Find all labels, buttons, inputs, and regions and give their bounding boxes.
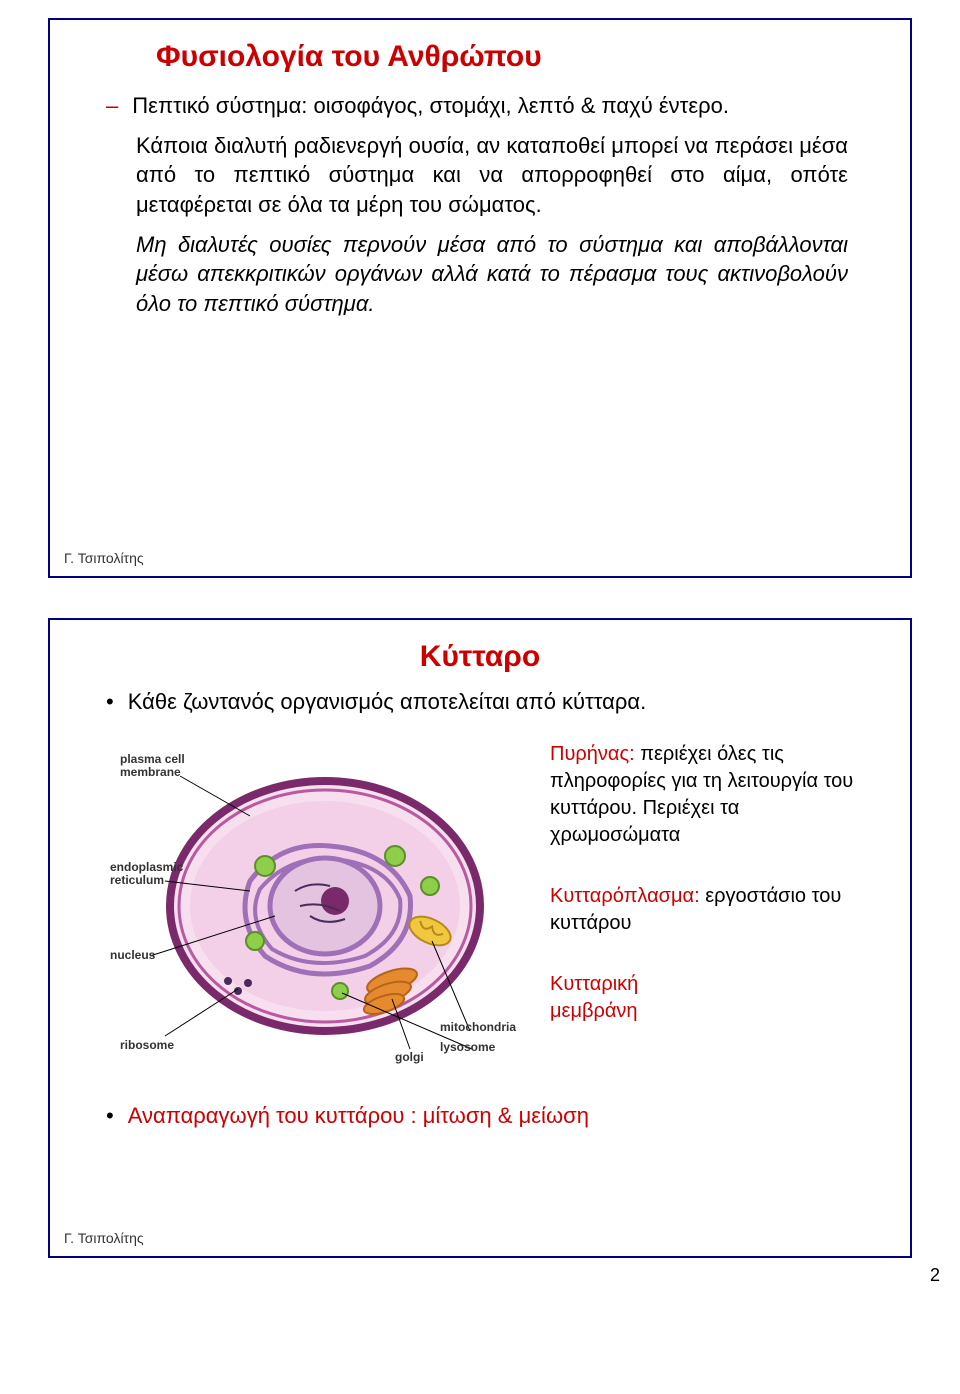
label-lyso: lysosome xyxy=(440,1040,496,1054)
slide2-bullet2: • Αναπαραγωγή του κυττάρου : μίτωση & με… xyxy=(106,1102,854,1131)
cell-diagram: plasma cell membrane endoplasmic reticul… xyxy=(110,731,530,1076)
slide-physiology: Φυσιολογία του Ανθρώπου – Πεπτικό σύστημ… xyxy=(48,18,912,578)
bullet-dot-icon: • xyxy=(106,688,114,717)
label-golgi: golgi xyxy=(395,1050,424,1064)
label-plasma: plasma cell xyxy=(120,752,185,766)
slide1-bullet1: – Πεπτικό σύστημα: οισοφάγος, στομάχι, λ… xyxy=(106,92,854,121)
cell-content-row: plasma cell membrane endoplasmic reticul… xyxy=(110,731,854,1076)
bullet1-text: Πεπτικό σύστημα: οισοφάγος, στομάχι, λεπ… xyxy=(132,92,729,121)
svg-text:membrane: membrane xyxy=(120,765,181,779)
label-nucleus: nucleus xyxy=(110,948,156,962)
dash-icon: – xyxy=(106,92,118,121)
slide1-title: Φυσιολογία του Ανθρώπου xyxy=(156,40,884,74)
label-mito: mitochondria xyxy=(440,1020,516,1034)
slide1-para2: Μη διαλυτές ουσίες περνούν μέσα από το σ… xyxy=(136,230,848,319)
slide1-footer: Γ. Τσιπολίτης xyxy=(64,550,144,566)
slide2-footer: Γ. Τσιπολίτης xyxy=(64,1230,144,1246)
svg-text:reticulum: reticulum xyxy=(110,873,164,887)
slide2-bullet1: • Κάθε ζωντανός οργανισμός αποτελείται α… xyxy=(106,688,854,717)
bullet2-text: Αναπαραγωγή του κυττάρου : μίτωση & μείω… xyxy=(128,1102,589,1131)
nucleus-label: Πυρήνας: xyxy=(550,743,640,765)
bullet1-text: Κάθε ζωντανός οργανισμός αποτελείται από… xyxy=(128,688,647,717)
desc-nucleus: Πυρήνας: περιέχει όλες τις πληροφορίες γ… xyxy=(550,741,854,849)
cytoplasm-label: Κυτταρόπλασμα: xyxy=(550,885,705,907)
cell-descriptions: Πυρήνας: περιέχει όλες τις πληροφορίες γ… xyxy=(550,731,854,1076)
bullet-dot-icon: • xyxy=(106,1102,114,1131)
slide2-title: Κύτταρο xyxy=(76,640,884,674)
slide-cell: Κύτταρο • Κάθε ζωντανός οργανισμός αποτε… xyxy=(48,618,912,1258)
desc-membrane: Κυτταρική μεμβράνη xyxy=(550,971,854,1025)
page-number: 2 xyxy=(930,1265,940,1286)
label-er: endoplasmic xyxy=(110,860,184,874)
membrane-label: Κυτταρική xyxy=(550,971,854,998)
desc-cytoplasm: Κυτταρόπλασμα: εργοστάσιο του κυττάρου xyxy=(550,883,854,937)
label-ribosome: ribosome xyxy=(120,1038,174,1052)
slide1-para1: Κάποια διαλυτή ραδιενεργή ουσία, αν κατα… xyxy=(136,131,848,220)
membrane-text: μεμβράνη xyxy=(550,998,854,1025)
cell-svg: plasma cell membrane endoplasmic reticul… xyxy=(110,731,530,1071)
